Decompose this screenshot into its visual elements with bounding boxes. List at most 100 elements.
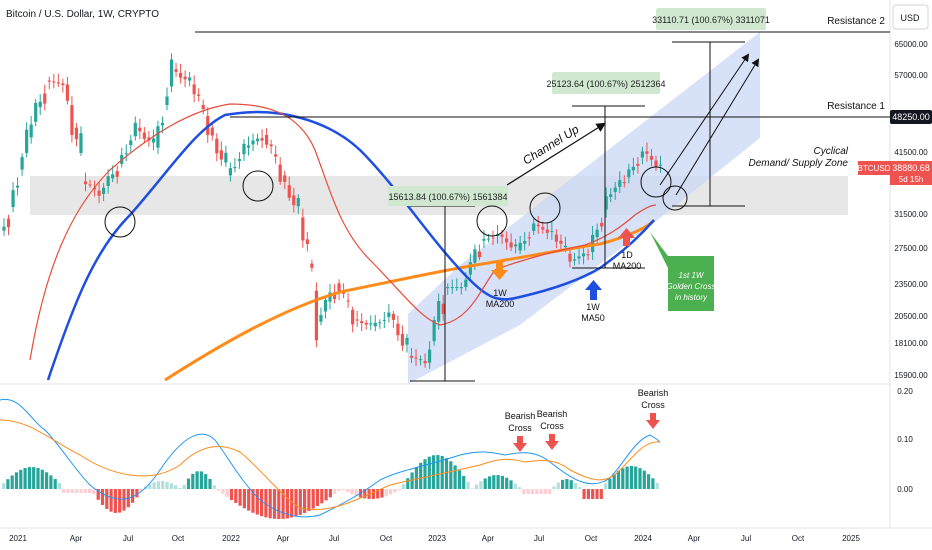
histogram-bar: [401, 484, 406, 489]
histogram-bar: [40, 469, 44, 489]
candle-body: [563, 245, 568, 248]
candle-body: [169, 59, 174, 87]
ma50-1w-label-b: MA50: [581, 313, 605, 323]
ticker-label: BTCUSD: [858, 164, 891, 173]
histogram-bar: [556, 482, 560, 489]
histogram-bar: [629, 466, 633, 489]
histogram-bar: [217, 489, 221, 491]
resistance-1-label: Resistance 1: [827, 101, 885, 112]
signal-line: [0, 419, 661, 511]
projection-arrow-2: [675, 58, 760, 196]
candle-body: [509, 242, 513, 248]
time-tick-label: Oct: [172, 534, 185, 543]
candle-body: [618, 180, 622, 187]
histogram-bar: [290, 489, 294, 518]
candle-body: [514, 244, 518, 247]
bearish-cross-3-a: Bearish: [638, 388, 669, 398]
candle-body: [414, 357, 418, 359]
candle-body: [83, 181, 88, 185]
histogram-bar: [479, 481, 483, 489]
price-tick-label: 31500.00: [894, 210, 928, 219]
measure-3-label: 33110.71 (100.67%) 3311071: [652, 15, 770, 25]
histogram-bar: [178, 487, 182, 489]
candle-body: [400, 333, 405, 346]
candle-body: [70, 105, 74, 135]
histogram-bar: [199, 471, 203, 489]
candle-body: [97, 190, 101, 196]
histogram-bar: [530, 489, 535, 494]
measure-1-box: [388, 186, 508, 206]
histogram-bar: [419, 462, 423, 489]
ma200-1d-label-b: MA200: [613, 261, 642, 271]
histogram-bar: [320, 489, 324, 504]
histogram-bar: [552, 486, 556, 489]
histogram-bar: [599, 489, 603, 499]
candle-body: [115, 171, 119, 177]
candle-body: [2, 226, 6, 231]
histogram-bar: [83, 489, 87, 493]
histogram-bar: [638, 468, 642, 489]
candle-body: [550, 231, 554, 233]
currency-button[interactable]: [892, 4, 929, 30]
candle-body: [523, 241, 527, 244]
candle-body: [464, 279, 468, 288]
histogram-bar: [595, 489, 599, 499]
candle-body: [396, 323, 400, 336]
histogram-bar: [303, 489, 307, 514]
histogram-bar: [423, 459, 427, 489]
histogram-bar: [174, 485, 178, 489]
histogram-bar: [363, 489, 367, 499]
candle-body: [79, 133, 83, 153]
candle-body: [455, 287, 459, 289]
golden-cross-text-2: Golden Cross: [667, 282, 716, 291]
price-tick-label: 23500.00: [894, 280, 928, 289]
histogram-bar: [281, 489, 285, 519]
candle-body: [482, 238, 486, 241]
candle-body: [387, 312, 391, 317]
candle-body: [536, 224, 540, 227]
time-tick-label: 2022: [222, 534, 240, 543]
candle-body: [88, 184, 92, 186]
candle-body: [382, 319, 386, 321]
histogram-bar: [376, 489, 380, 499]
candle-body: [600, 222, 604, 227]
histogram-bar: [604, 483, 608, 489]
histogram-bar: [500, 475, 504, 489]
circle-marker-3: [476, 205, 508, 237]
circle-marker-1: [104, 206, 136, 238]
histogram-bar: [410, 472, 414, 489]
candle-body: [591, 234, 595, 253]
histogram-bar: [492, 475, 496, 489]
price-tick-label: 27500.00: [894, 244, 928, 253]
ma200-1w-line: [164, 218, 656, 382]
histogram-bar: [208, 478, 212, 489]
candle-body: [636, 163, 640, 166]
circle-marker-4: [529, 192, 561, 224]
candle-body: [192, 84, 196, 95]
ma200-1w-label-a: 1W: [493, 288, 507, 298]
bearish-cross-3-arrow: [646, 413, 660, 429]
candle-body: [138, 127, 142, 132]
candle-body: [160, 122, 165, 126]
candle-body: [283, 175, 287, 182]
zone-label-line2: Demand/ Supply Zone: [748, 158, 848, 169]
time-tick-label: Jul: [741, 534, 751, 543]
histogram-bar: [573, 483, 578, 489]
measure-1-label: 15613.84 (100.67%) 1561384: [388, 192, 507, 202]
candle-body: [554, 234, 558, 242]
histogram-bar: [440, 456, 444, 489]
candle-body: [233, 167, 237, 169]
candle-body: [500, 234, 504, 237]
candle-body: [34, 102, 38, 122]
candle-body: [201, 105, 205, 110]
histogram-bar: [62, 489, 66, 493]
price-tick-label: 65000.00: [894, 40, 928, 49]
time-tick-label: Jul: [329, 534, 339, 543]
candle-body: [504, 238, 509, 243]
candle-body: [518, 242, 522, 251]
circle-marker-6: [662, 185, 688, 211]
histogram-bar: [647, 474, 651, 489]
histogram-bar: [591, 489, 595, 499]
chart-title: Bitcoin / U.S. Dollar, 1W, CRYPTO: [6, 9, 159, 20]
